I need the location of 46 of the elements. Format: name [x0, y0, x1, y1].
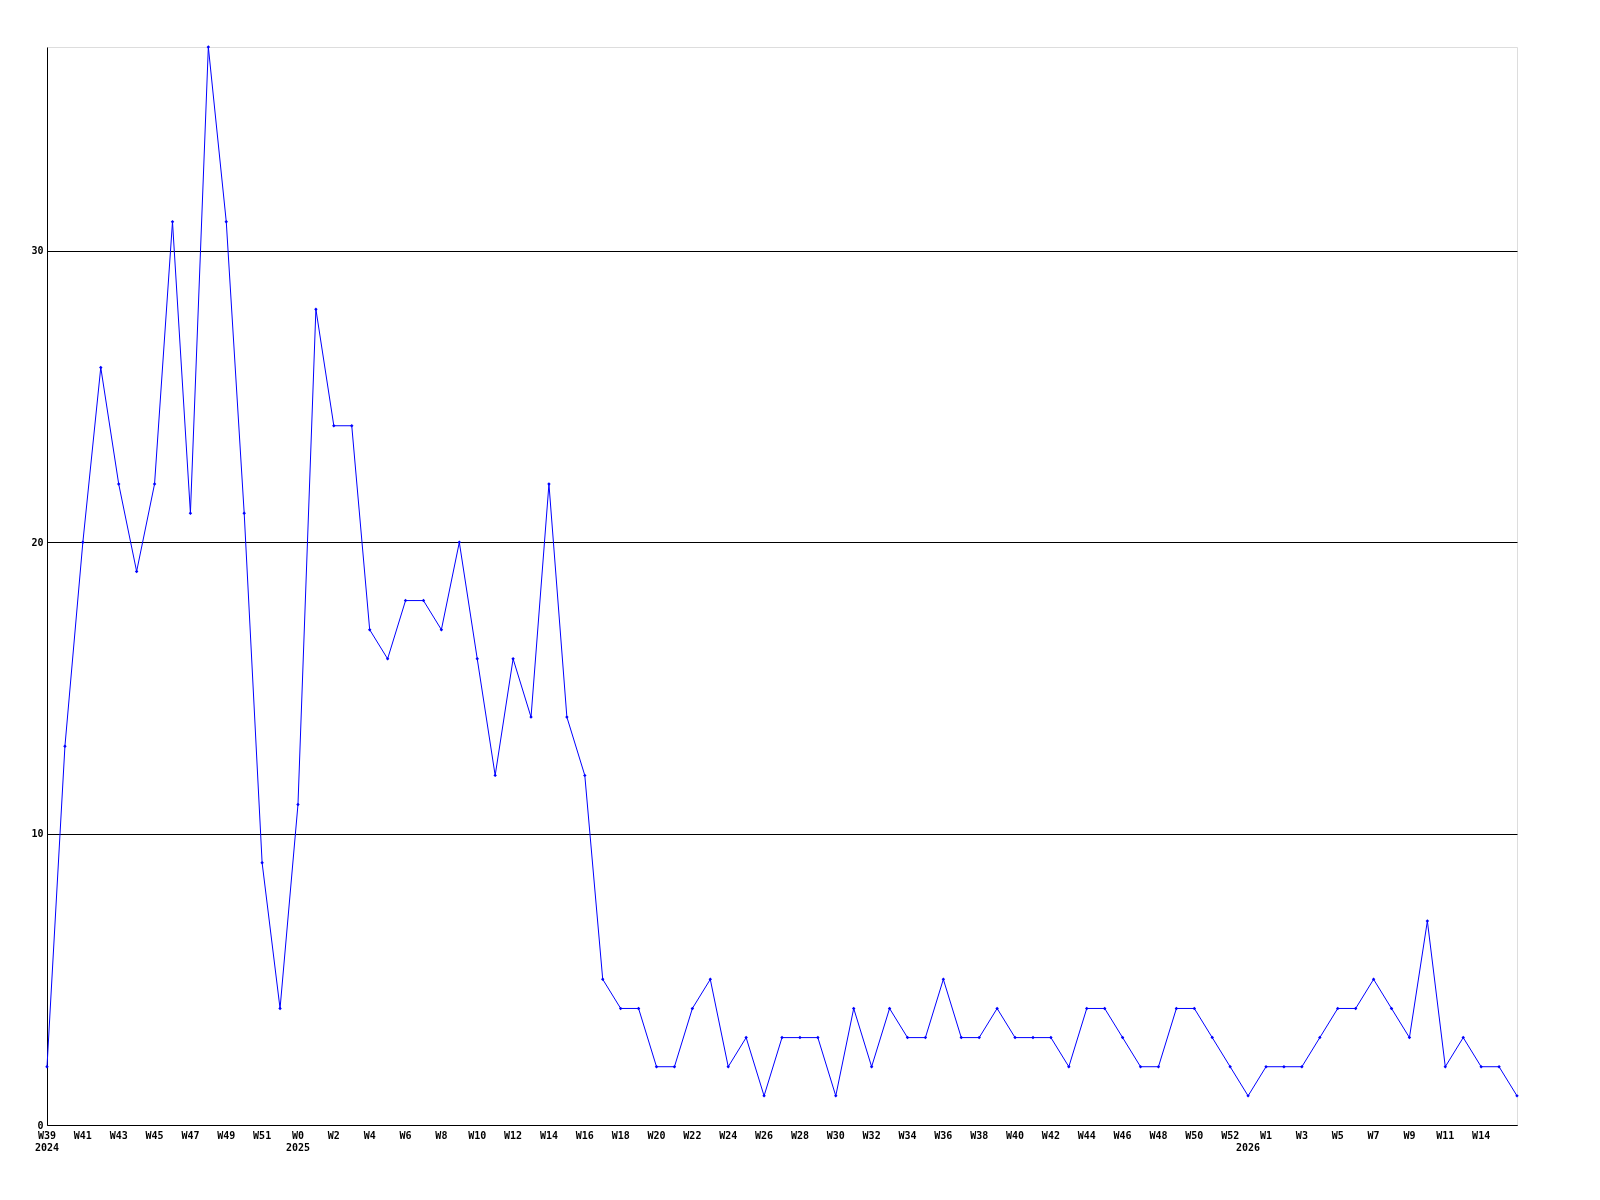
x-tick-label: W50 — [1185, 1130, 1204, 1141]
x-tick-label: W14 — [539, 1130, 558, 1141]
x-tick-label: W1 — [1260, 1130, 1273, 1141]
x-tick-label: W30 — [826, 1130, 845, 1141]
x-tick-label: W2 — [327, 1130, 340, 1141]
x-tick-label: W51 — [253, 1130, 272, 1141]
x-tick-label: W40 — [1006, 1130, 1025, 1141]
x-tick-label: W36 — [934, 1130, 953, 1141]
x-tick-label: W39 2024 — [34, 1130, 60, 1153]
x-tick-label: W41 — [73, 1130, 92, 1141]
y-tick-label: 20 — [31, 536, 44, 548]
x-tick-label: W7 — [1367, 1130, 1380, 1141]
x-tick-label: W3 — [1295, 1130, 1308, 1141]
x-tick-label: W24 — [719, 1130, 738, 1141]
x-tick-label: W6 — [399, 1130, 412, 1141]
x-tick-label: W26 — [755, 1130, 774, 1141]
x-tick-label: W5 — [1331, 1130, 1344, 1141]
x-tick-label: W8 — [435, 1130, 448, 1141]
x-tick-label: W20 — [647, 1130, 666, 1141]
x-tick-label: W11 — [1436, 1130, 1455, 1141]
x-tick-label: W28 — [790, 1130, 809, 1141]
x-tick-label: W9 — [1403, 1130, 1416, 1141]
x-tick-label: W47 — [181, 1130, 200, 1141]
x-tick-label: W4 — [363, 1130, 376, 1141]
x-tick-label: W48 — [1149, 1130, 1168, 1141]
x-tick-label: W18 — [611, 1130, 630, 1141]
x-tick-label: W49 — [217, 1130, 236, 1141]
x-tick-label: W45 — [145, 1130, 164, 1141]
x-tick-label: W0 2025 — [285, 1130, 311, 1153]
x-tick-label: W38 — [970, 1130, 989, 1141]
x-tick-label: W43 — [109, 1130, 128, 1141]
x-tick-label: W12 — [504, 1130, 523, 1141]
x-tick-label: W52 — [1221, 1130, 1240, 1141]
x-tick-label: W10 — [468, 1130, 487, 1141]
y-tick-label: 10 — [31, 828, 44, 840]
x-tick-label: W32 — [862, 1130, 881, 1141]
x-tick-label: W34 — [898, 1130, 917, 1141]
y-tick-label: 30 — [31, 245, 44, 257]
x-tick-label: W22 — [683, 1130, 702, 1141]
y-tick-label: 0 — [37, 1119, 44, 1131]
x-tick-label: W46 — [1113, 1130, 1132, 1141]
x-tick-label: W44 — [1077, 1130, 1096, 1141]
x-tick-label: W14 — [1472, 1130, 1491, 1141]
x-tick-label: W42 — [1041, 1130, 1060, 1141]
x-tick-label: W16 — [575, 1130, 594, 1141]
x-tick-label: 2026 — [1236, 1142, 1261, 1153]
